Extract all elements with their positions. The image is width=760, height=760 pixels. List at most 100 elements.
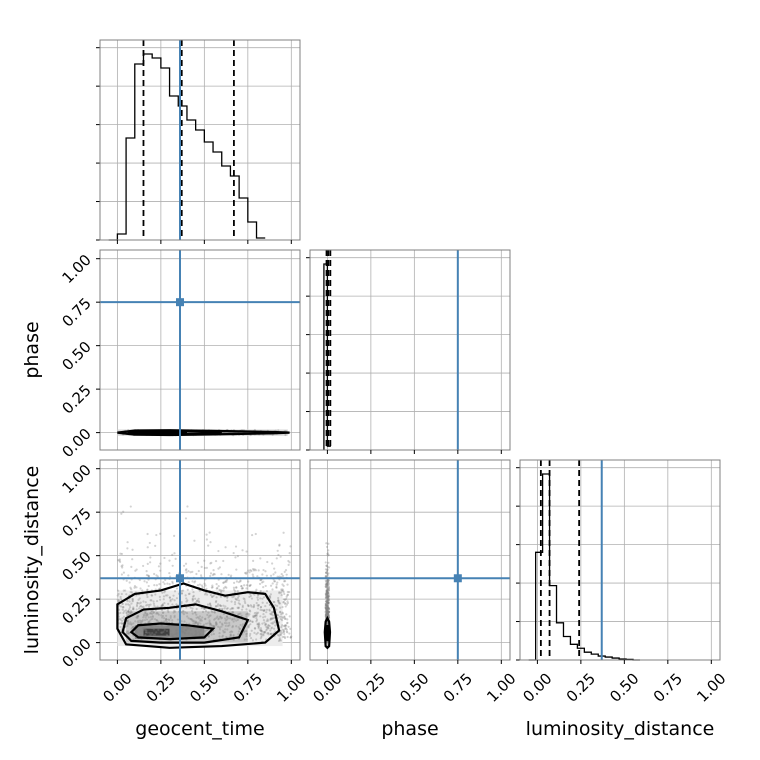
- panel-phase-luminosity-distance-sample-point: [326, 612, 329, 615]
- panel-geocent-time-luminosity-distance-sample-point: [238, 612, 241, 616]
- panel-geocent-time-luminosity-distance-sample-point: [225, 615, 229, 618]
- panel-geocent-time-luminosity-distance-sample-point: [245, 634, 248, 638]
- panel-geocent-time-phase-truth-marker: [176, 298, 184, 307]
- panel-geocent-time-luminosity-distance-sample-point: [270, 612, 273, 616]
- panel-geocent-time-luminosity-distance-sample-point: [121, 564, 124, 567]
- panel-geocent-time-luminosity-distance-sample-point: [234, 590, 237, 593]
- panel-geocent-time-luminosity-distance-sample-point: [259, 637, 262, 640]
- panel-geocent-time-luminosity-distance-sample-point: [217, 584, 220, 588]
- panel-phase-luminosity-distance-sample-point: [324, 568, 328, 571]
- panel-geocent-time-luminosity-distance-sample-point: [285, 597, 288, 601]
- panel-geocent-time-luminosity-distance-sample-point: [131, 598, 134, 601]
- panel-geocent-time-luminosity-distance-sample-point: [236, 598, 239, 601]
- panel-geocent-time-luminosity-distance-sample-point: [205, 593, 209, 596]
- panel-geocent-time-luminosity-distance-sample-point: [248, 584, 251, 587]
- panel-geocent-time-luminosity-distance-sample-point: [145, 614, 148, 617]
- panel-geocent-time-luminosity-distance-sample-point: [135, 616, 138, 619]
- panel-geocent-time-luminosity-distance-sample-point: [185, 606, 188, 609]
- panel-geocent-time-luminosity-distance-sample-point: [135, 628, 138, 632]
- panel-geocent-time-luminosity-distance-sample-point: [207, 611, 210, 614]
- panel-geocent-time-luminosity-distance-sample-point: [216, 615, 219, 618]
- panel-geocent-time-luminosity-distance-sample-point: [245, 587, 248, 590]
- panel-geocent-time-luminosity-distance-sample-point: [118, 560, 122, 563]
- panel-geocent-time-luminosity-distance-sample-point: [198, 601, 201, 604]
- panel-geocent-time-luminosity-distance-sample-point: [167, 610, 170, 614]
- panel-geocent-time-luminosity-distance-sample-point: [267, 631, 270, 635]
- panel-geocent-time-luminosity-distance-sample-point: [283, 616, 286, 619]
- panel-geocent-time-luminosity-distance-sample-point: [163, 591, 166, 594]
- panel-geocent-time-luminosity-distance-sample-point: [149, 561, 152, 564]
- panel-geocent-time-luminosity-distance-sample-point: [163, 582, 166, 586]
- panel-geocent-time-luminosity-distance-sample-point: [154, 593, 157, 596]
- panel-phase-luminosity-distance-sample-point: [326, 601, 329, 604]
- panel-geocent-time-luminosity-distance-sample-point: [277, 596, 280, 600]
- panel-geocent-time-luminosity-distance-sample-point: [199, 574, 203, 577]
- panel-geocent-time-luminosity-distance-sample-point: [211, 586, 214, 589]
- xlabel-luminosity_distance: luminosity_distance: [526, 718, 715, 740]
- panel-phase-luminosity-distance-sample-point: [326, 610, 329, 613]
- panel-geocent-time-luminosity-distance-sample-point: [120, 512, 123, 515]
- panel-geocent-time-luminosity-distance-sample-point: [132, 608, 135, 611]
- panel-geocent-time-luminosity-distance-sample-point: [153, 572, 156, 576]
- panel-geocent-time-luminosity-distance-sample-point: [254, 532, 257, 536]
- panel-geocent-time-luminosity-distance-sample-point: [278, 592, 281, 595]
- panel-geocent-time-luminosity-distance-sample-point: [187, 570, 190, 573]
- panel-geocent-time-luminosity-distance-sample-point: [198, 583, 201, 586]
- panel-phase-luminosity-distance-sample-point: [326, 612, 329, 616]
- panel-geocent-time-luminosity-distance-sample-point: [214, 559, 218, 563]
- panel-geocent-time-luminosity-distance-sample-point: [162, 595, 166, 598]
- panel-geocent-time-luminosity-distance-sample-point: [269, 584, 273, 587]
- panel-geocent-time-luminosity-distance-sample-point: [271, 588, 274, 591]
- panel-geocent-time-luminosity-distance-sample-point: [253, 615, 256, 619]
- panel-geocent-time-luminosity-distance-sample-point: [137, 614, 140, 618]
- panel-geocent-time-luminosity-distance-sample-point: [187, 617, 190, 620]
- panel-geocent-time-luminosity-distance-sample-point: [122, 571, 126, 574]
- panel-geocent-time-luminosity-distance-sample-point: [236, 590, 239, 593]
- panel-geocent-time-luminosity-distance-sample-point: [286, 583, 289, 586]
- panel-geocent-time-luminosity-distance-sample-point: [136, 616, 139, 619]
- panel-geocent-time-luminosity-distance-sample-point: [135, 603, 139, 606]
- panel-geocent-time-luminosity-distance-sample-point: [215, 623, 218, 626]
- panel-phase-luminosity-distance-sample-point: [325, 583, 328, 586]
- panel-geocent-time-luminosity-distance-sample-point: [116, 598, 119, 601]
- panel-geocent-time-luminosity-distance-sample-point: [272, 627, 276, 630]
- panel-geocent-time-luminosity-distance-sample-point: [171, 553, 174, 557]
- panel-geocent-time-luminosity-distance-sample-point: [222, 589, 225, 592]
- panel-geocent-time-luminosity-distance-sample-point: [211, 624, 214, 627]
- panel-geocent-time-luminosity-distance-sample-point: [188, 592, 191, 595]
- panel-geocent-time-luminosity-distance-sample-point: [247, 604, 250, 608]
- panel-phase-luminosity-distance-sample-point: [327, 599, 330, 602]
- panel-geocent-time-luminosity-distance-sample-point: [117, 589, 120, 592]
- panel-geocent-time-luminosity-distance-sample-point: [227, 617, 230, 620]
- panel-geocent-time-luminosity-distance-sample-point: [149, 603, 152, 606]
- panel-geocent-time-luminosity-distance-sample-point: [134, 569, 137, 572]
- panel-geocent-time-luminosity-distance-sample-point: [252, 614, 255, 617]
- panel-geocent-time-luminosity-distance-sample-point: [282, 589, 285, 592]
- panel-geocent-time-luminosity-distance-sample-point: [192, 620, 195, 623]
- panel-geocent-time-luminosity-distance-sample-point: [209, 541, 212, 544]
- panel-geocent-time-luminosity-distance-sample-point: [249, 632, 252, 636]
- panel-geocent-time-luminosity-distance-sample-point: [195, 613, 198, 616]
- panel-phase-luminosity-distance-sample-point: [326, 589, 329, 592]
- panel-geocent-time-luminosity-distance-sample-point: [126, 619, 129, 622]
- panel-geocent-time-luminosity-distance-sample-point: [265, 628, 268, 631]
- panel-geocent-time-luminosity-distance-contour: [121, 603, 250, 644]
- panel-geocent-time-luminosity-distance-sample-point: [191, 607, 194, 610]
- panel-geocent-time-luminosity-distance-sample-point: [131, 608, 135, 611]
- panel-phase-luminosity-distance-sample-point: [324, 585, 327, 588]
- panel-geocent-time-luminosity-distance-sample-point: [131, 597, 134, 601]
- panel-geocent-time-luminosity-distance-sample-point: [215, 587, 218, 590]
- panel-geocent-time-luminosity-distance-sample-point: [201, 616, 204, 619]
- panel-geocent-time-luminosity-distance-sample-point: [266, 618, 269, 621]
- panel-geocent-time-luminosity-distance-sample-point: [213, 611, 216, 614]
- panel-phase-luminosity-distance-sample-point: [327, 581, 330, 584]
- panel-phase-luminosity-distance-sample-point: [325, 604, 328, 607]
- panel-geocent-time-luminosity-distance-sample-point: [136, 601, 139, 605]
- panel-geocent-time-luminosity-distance-sample-point: [132, 622, 135, 625]
- panel-geocent-time-luminosity-distance-sample-point: [184, 628, 187, 632]
- panel-geocent-time-luminosity-distance-sample-point: [161, 603, 164, 606]
- panel-phase-luminosity-distance-sample-point: [326, 588, 330, 591]
- panel-geocent-time-luminosity-distance-sample-point: [122, 611, 125, 615]
- panel-geocent-time-luminosity-distance-sample-point: [284, 602, 287, 605]
